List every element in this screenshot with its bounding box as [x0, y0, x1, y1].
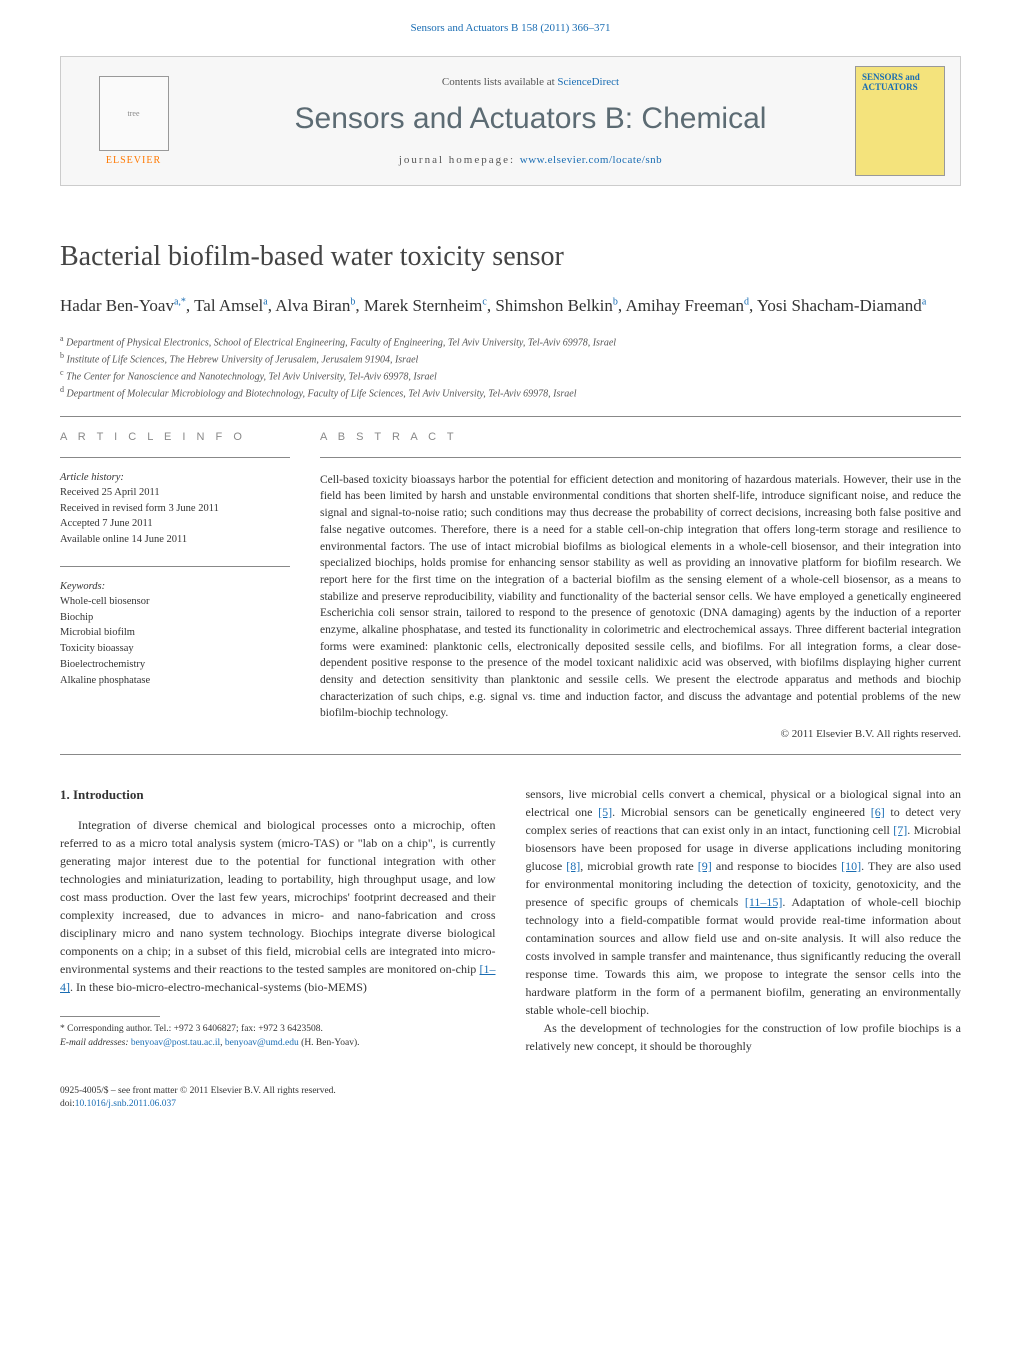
doi-label: doi: [60, 1099, 75, 1109]
journal-homepage: journal homepage: www.elsevier.com/locat… [206, 154, 855, 166]
journal-cover-thumbnail[interactable]: SENSORS and ACTUATORS [855, 66, 945, 176]
footnote-emails: E-mail addresses: benyoav@post.tau.ac.il… [60, 1037, 496, 1050]
authors-list: Hadar Ben-Yoava,*, Tal Amsela, Alva Bira… [60, 293, 961, 319]
body-text: , microbial growth rate [580, 859, 697, 873]
reference-link[interactable]: [6] [871, 805, 885, 819]
contents-available: Contents lists available at ScienceDirec… [206, 76, 855, 88]
body-paragraph: As the development of technologies for t… [526, 1019, 962, 1055]
abstract-heading: a b s t r a c t [320, 431, 961, 443]
homepage-link[interactable]: www.elsevier.com/locate/snb [520, 154, 662, 166]
copyright: © 2011 Elsevier B.V. All rights reserved… [320, 728, 961, 740]
history-label: Article history: [60, 472, 290, 483]
divider [60, 457, 290, 458]
publisher-name: ELSEVIER [106, 155, 161, 166]
doi-link[interactable]: 10.1016/j.snb.2011.06.037 [75, 1099, 176, 1109]
abstract-text: Cell-based toxicity bioassays harbor the… [320, 472, 961, 722]
email-label: E-mail addresses: [60, 1038, 131, 1048]
homepage-prefix: journal homepage: [399, 154, 520, 166]
column-left: 1. Introduction Integration of diverse c… [60, 785, 496, 1055]
article-title: Bacterial biofilm-based water toxicity s… [60, 241, 961, 273]
citation-link[interactable]: Sensors and Actuators B 158 (2011) 366–3… [410, 22, 610, 34]
body-paragraph: Integration of diverse chemical and biol… [60, 816, 496, 996]
page-header: Sensors and Actuators B 158 (2011) 366–3… [0, 0, 1021, 44]
keyword-lines: Whole-cell biosensorBiochipMicrobial bio… [60, 594, 290, 689]
footer-copyright: 0925-4005/$ – see front matter © 2011 El… [60, 1085, 961, 1098]
reference-link[interactable]: [5] [598, 805, 612, 819]
reference-link[interactable]: [9] [698, 859, 712, 873]
body-text: . Microbial sensors can be genetically e… [612, 805, 871, 819]
body-text: . Adaptation of whole-cell biochip techn… [526, 895, 962, 1017]
keywords-label: Keywords: [60, 581, 290, 592]
reference-link[interactable]: [10] [841, 859, 861, 873]
section-heading: 1. Introduction [60, 785, 496, 805]
column-right: sensors, live microbial cells convert a … [526, 785, 962, 1055]
email-link[interactable]: benyoav@post.tau.ac.il [131, 1038, 220, 1048]
divider [60, 754, 961, 755]
elsevier-tree-icon: tree [99, 76, 169, 151]
divider [320, 457, 961, 458]
reference-link[interactable]: [8] [566, 859, 580, 873]
info-abstract-row: a r t i c l e i n f o Article history: R… [60, 431, 961, 740]
body-columns: 1. Introduction Integration of diverse c… [60, 785, 961, 1055]
divider [60, 416, 961, 417]
history-lines: Received 25 April 2011Received in revise… [60, 485, 290, 548]
abstract: a b s t r a c t Cell-based toxicity bioa… [320, 431, 961, 740]
corresponding-author-footnote: * Corresponding author. Tel.: +972 3 640… [60, 1023, 496, 1050]
publisher-logo[interactable]: tree ELSEVIER [81, 66, 186, 176]
page-footer: 0925-4005/$ – see front matter © 2011 El… [60, 1085, 961, 1112]
keywords-block: Keywords: Whole-cell biosensorBiochipMic… [60, 566, 290, 689]
article-info-heading: a r t i c l e i n f o [60, 431, 290, 443]
email-suffix: (H. Ben-Yoav). [299, 1038, 360, 1048]
journal-banner: tree ELSEVIER Contents lists available a… [60, 56, 961, 186]
body-paragraph: sensors, live microbial cells convert a … [526, 785, 962, 1019]
article-info: a r t i c l e i n f o Article history: R… [60, 431, 290, 740]
sciencedirect-link[interactable]: ScienceDirect [557, 76, 619, 88]
journal-title: Sensors and Actuators B: Chemical [206, 102, 855, 136]
cover-title: SENSORS and ACTUATORS [862, 73, 938, 93]
banner-center: Contents lists available at ScienceDirec… [206, 76, 855, 166]
reference-link[interactable]: [7] [893, 823, 907, 837]
body-text: Integration of diverse chemical and biol… [60, 818, 496, 976]
reference-link[interactable]: [11–15] [745, 895, 783, 909]
footer-doi: doi:10.1016/j.snb.2011.06.037 [60, 1098, 961, 1111]
contents-prefix: Contents lists available at [442, 76, 557, 88]
affiliations: a Department of Physical Electronics, Sc… [60, 333, 961, 402]
footnote-corr: * Corresponding author. Tel.: +972 3 640… [60, 1023, 496, 1036]
body-text: and response to biocides [712, 859, 841, 873]
footnote-separator [60, 1016, 160, 1017]
body-text: . In these bio-micro-electro-mechanical-… [70, 980, 367, 994]
email-link[interactable]: benyoav@umd.edu [225, 1038, 299, 1048]
divider [60, 566, 290, 567]
article: Bacterial biofilm-based water toxicity s… [60, 241, 961, 755]
